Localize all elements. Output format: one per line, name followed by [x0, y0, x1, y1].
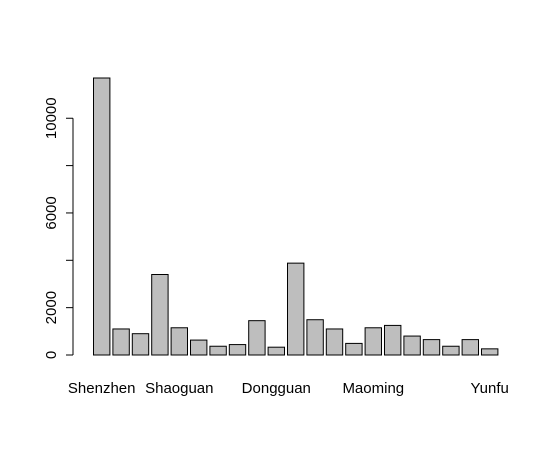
bar — [112, 328, 130, 356]
x-category-label: Maoming — [342, 380, 404, 397]
bar — [306, 319, 324, 356]
bar — [131, 333, 150, 356]
bar — [364, 327, 383, 356]
y-tick-label: 0 — [43, 351, 60, 359]
bar — [325, 328, 344, 356]
bar — [403, 335, 421, 356]
x-category-label: Dongguan — [242, 380, 311, 397]
bars-group — [93, 77, 499, 356]
bar — [170, 327, 189, 356]
bar — [151, 274, 169, 356]
bar — [209, 345, 227, 356]
bar — [384, 324, 402, 356]
bar — [481, 348, 499, 356]
bar — [345, 342, 363, 356]
bar — [287, 262, 305, 356]
y-tick-label: 10000 — [43, 97, 60, 139]
y-tick-label: 2000 — [43, 291, 60, 324]
bar — [461, 339, 480, 356]
y-axis: 0 2000 6000 10000 — [43, 97, 74, 359]
bar — [422, 339, 441, 356]
bar — [442, 345, 460, 356]
x-category-label: Yunfu — [471, 380, 509, 397]
x-category-label: Shenzhen — [68, 380, 136, 397]
bar — [267, 346, 286, 356]
bar — [190, 339, 208, 356]
bar — [248, 320, 266, 356]
x-axis-labels: Shenzhen Shaoguan Dongguan Maoming Yunfu — [68, 380, 509, 397]
bar — [93, 77, 111, 356]
y-tick-label: 6000 — [43, 196, 60, 229]
x-category-label: Shaoguan — [145, 380, 213, 397]
bar — [228, 344, 247, 356]
